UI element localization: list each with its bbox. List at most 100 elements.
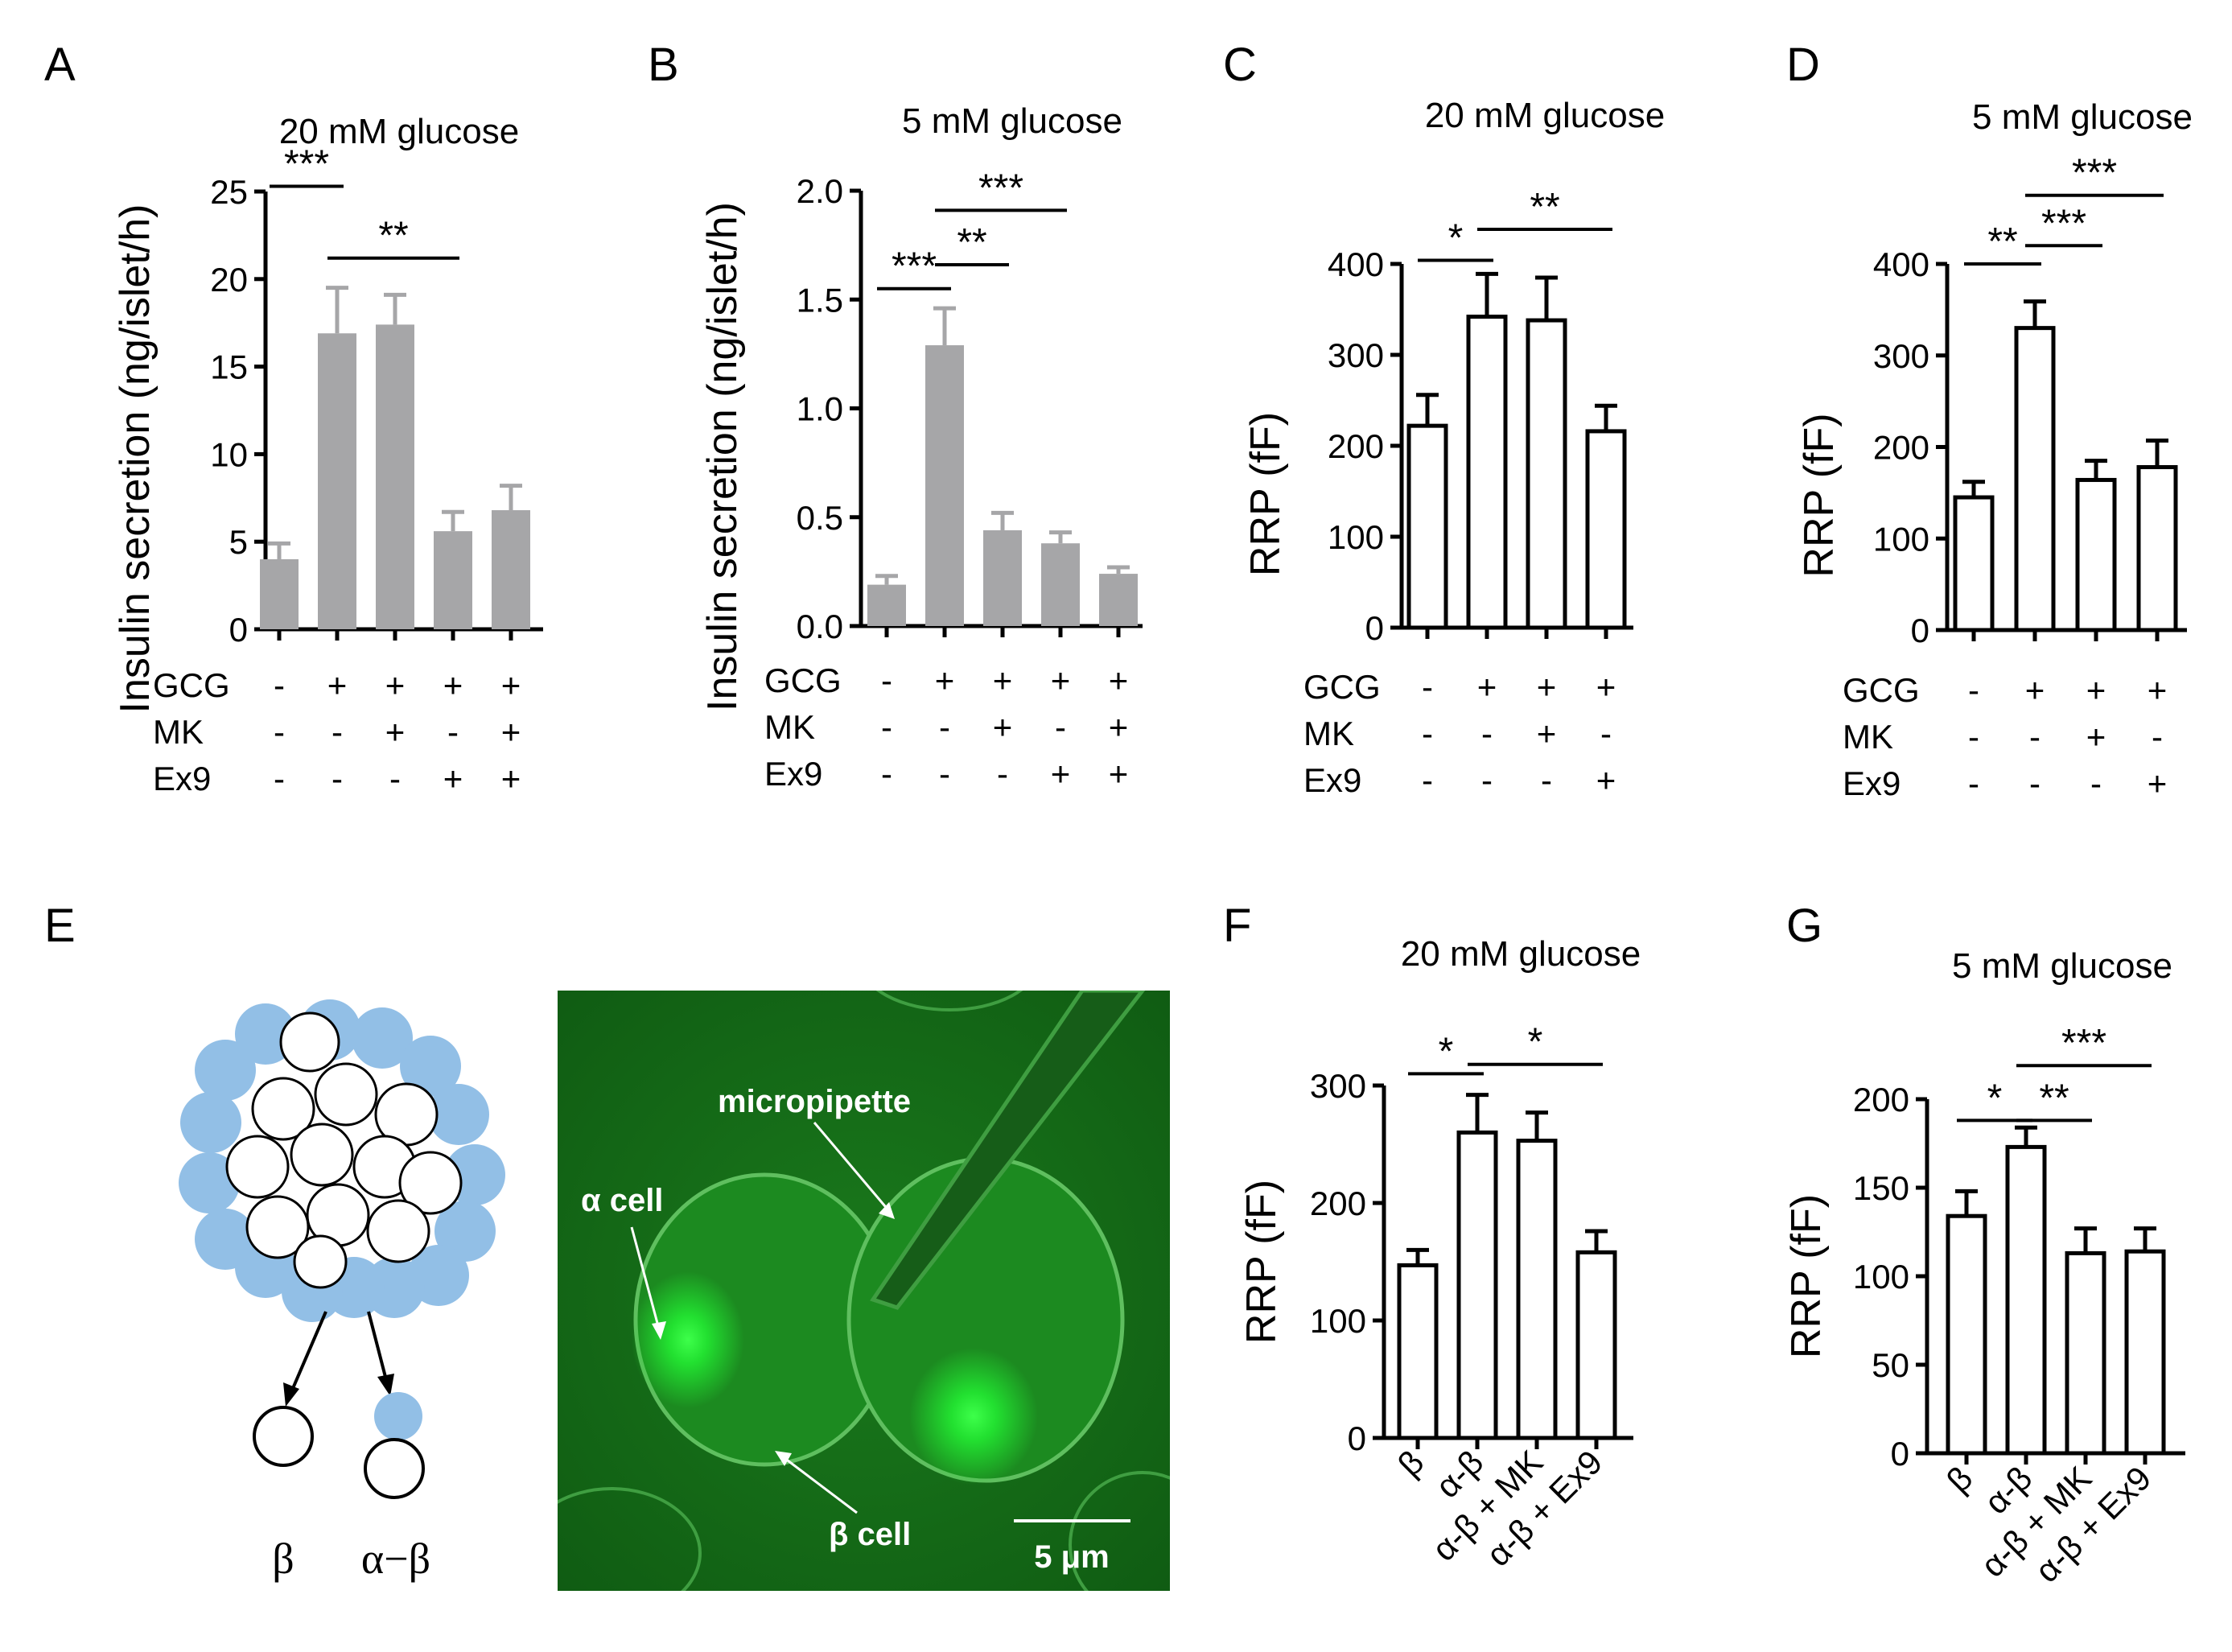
condition-sign: + xyxy=(935,661,955,699)
condition-sign: - xyxy=(1600,715,1612,752)
condition-sign: - xyxy=(2090,764,2102,802)
beta-cell-icon xyxy=(225,1135,290,1199)
significance-label: *** xyxy=(2041,202,2086,245)
y-tick-label: 0 xyxy=(1911,612,1929,649)
significance-label: ** xyxy=(378,215,408,257)
condition-sign: + xyxy=(2148,671,2168,709)
islet-cells xyxy=(179,999,505,1322)
beta-cell-pointer xyxy=(784,1456,858,1514)
condition-label: GCG xyxy=(1303,668,1381,706)
bar xyxy=(2075,477,2117,632)
bar xyxy=(318,333,356,629)
alpha-cell-icon xyxy=(352,1007,413,1069)
condition-label: Ex9 xyxy=(764,755,822,793)
beta-cell-fluorescence xyxy=(909,1348,1038,1485)
condition-label: MK xyxy=(1843,718,1893,756)
y-tick-label: 200 xyxy=(1328,427,1384,465)
condition-label: MK xyxy=(764,708,815,746)
beta-cell-icon xyxy=(290,1123,354,1187)
scale-bar-label: 5 μm xyxy=(1034,1539,1109,1575)
condition-label: Ex9 xyxy=(1303,761,1361,799)
chart-b: 0.0 0.5 1.0 1.5 2.0 Insulin secretion (ng/isl… xyxy=(699,167,1143,793)
significance-label: ** xyxy=(1530,186,1559,229)
y-tick-label: 0.0 xyxy=(797,608,843,645)
panel-letter-g: G xyxy=(1786,900,1822,952)
bar xyxy=(434,531,472,629)
condition-sign: + xyxy=(1051,661,1071,699)
condition-label: MK xyxy=(153,713,204,751)
bar xyxy=(1041,543,1080,626)
condition-sign: + xyxy=(1596,668,1616,706)
bar xyxy=(2005,1144,2047,1456)
condition-sign: + xyxy=(501,760,521,797)
condition-label: Ex9 xyxy=(153,760,211,797)
condition-sign: + xyxy=(385,666,406,704)
condition-sign: + xyxy=(1109,661,1129,699)
pointer-arrow-icon xyxy=(652,1321,666,1340)
y-tick-label: 2.0 xyxy=(797,172,843,210)
y-tick-label: 0 xyxy=(1348,1419,1366,1457)
bar xyxy=(2014,326,2056,632)
condition-sign: + xyxy=(1596,761,1616,799)
y-tick-label: 0 xyxy=(1891,1435,1909,1473)
condition-sign: + xyxy=(1537,715,1557,752)
condition-sign: - xyxy=(939,708,950,746)
panel-letter-c: C xyxy=(1223,39,1257,91)
panel-title-b: 5 mM glucose xyxy=(902,101,1122,141)
panel-title-a: 20 mM glucose xyxy=(279,112,519,151)
condition-sign: - xyxy=(1968,671,1979,709)
beta-cell-icon xyxy=(279,1011,340,1073)
y-axis-label: RRP (fF) xyxy=(1238,1180,1285,1344)
alpha-cell-icon xyxy=(195,1209,256,1270)
beta-cell-icon xyxy=(314,1062,378,1127)
single-beta-cell-icon xyxy=(253,1406,314,1467)
condition-sign: + xyxy=(1537,668,1557,706)
significance-label: * xyxy=(1528,1021,1543,1064)
alpha-cell-label: α cell xyxy=(581,1183,663,1218)
condition-sign: + xyxy=(993,661,1013,699)
beta-label: β xyxy=(272,1535,294,1583)
condition-sign: - xyxy=(881,708,892,746)
significance-label: *** xyxy=(284,142,329,185)
y-axis-label: Insulin secretion (ng/islet/h) xyxy=(699,202,746,711)
condition-sign: + xyxy=(1109,755,1129,793)
chart-a: 0 5 10 15 20 25 Insulin secretion (ng/islet/h)… xyxy=(112,142,543,797)
bar xyxy=(1397,1263,1439,1440)
condition-sign: + xyxy=(443,666,463,704)
bar xyxy=(2136,465,2178,632)
y-tick-label: 300 xyxy=(1310,1067,1366,1105)
condition-sign: - xyxy=(997,755,1008,793)
significance-label: * xyxy=(1439,1030,1454,1073)
significance-label: *** xyxy=(892,245,937,288)
arrow-head-icon xyxy=(377,1374,394,1396)
pair-alpha-cell-icon xyxy=(374,1392,422,1440)
alpha-cell-icon xyxy=(400,1036,461,1097)
bar xyxy=(1099,574,1138,626)
bar xyxy=(1456,1130,1498,1440)
bar xyxy=(1406,423,1448,630)
beta-cell-icon xyxy=(251,1077,315,1141)
bar xyxy=(376,324,414,629)
condition-sign: - xyxy=(1422,668,1433,706)
y-tick-label: 50 xyxy=(1872,1346,1909,1384)
bar xyxy=(925,345,964,626)
condition-sign: - xyxy=(1481,761,1493,799)
condition-sign: - xyxy=(1422,761,1433,799)
condition-sign: - xyxy=(881,661,892,699)
y-tick-label: 1.0 xyxy=(797,390,843,428)
condition-sign: + xyxy=(2148,764,2168,802)
significance-label: ** xyxy=(1987,220,2017,263)
condition-label: GCG xyxy=(153,666,230,704)
y-tick-label: 200 xyxy=(1853,1081,1909,1118)
panel-title-c: 20 mM glucose xyxy=(1425,96,1665,135)
condition-sign: + xyxy=(327,666,348,704)
panel-letter-e: E xyxy=(44,900,76,952)
y-tick-label: 100 xyxy=(1310,1302,1366,1340)
y-tick-label: 200 xyxy=(1873,429,1929,467)
arrow-to-beta xyxy=(290,1311,327,1393)
condition-sign: - xyxy=(1422,715,1433,752)
y-axis-label: RRP (fF) xyxy=(1796,413,1843,577)
alpha-cell-icon xyxy=(434,1201,496,1262)
arrow-to-alpha-beta xyxy=(367,1311,388,1381)
